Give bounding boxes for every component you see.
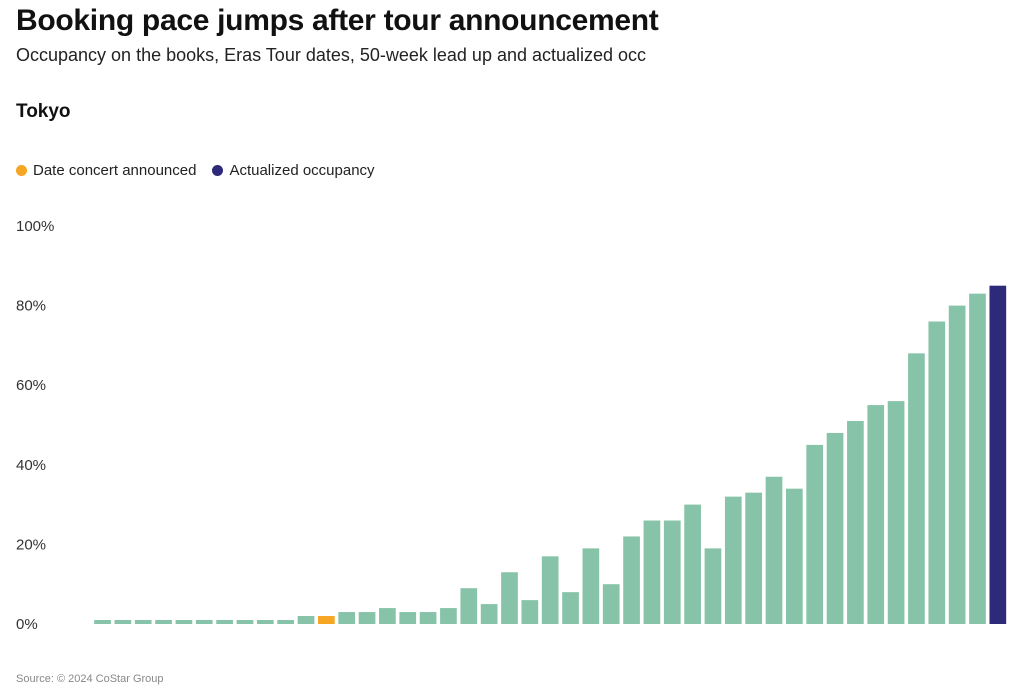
legend: Date concert announced Actualized occupa… <box>16 162 391 179</box>
bar <box>806 444 824 624</box>
bar <box>562 592 579 624</box>
bar <box>602 584 620 624</box>
legend-label-announced: Date concert announced <box>33 162 197 179</box>
bar <box>480 604 498 624</box>
bar <box>684 504 701 624</box>
bar <box>277 620 294 624</box>
bar <box>887 401 905 624</box>
panel-label: Tokyo <box>16 101 71 122</box>
y-tick-label: 60% <box>16 377 46 394</box>
bar <box>236 620 254 624</box>
bar <box>724 496 742 624</box>
bar <box>969 293 986 624</box>
y-tick-label: 40% <box>16 457 46 474</box>
bar <box>541 556 559 624</box>
bar <box>501 572 518 624</box>
bar <box>704 548 722 624</box>
bar <box>928 321 946 624</box>
bar <box>582 548 600 624</box>
legend-label-actual: Actualized occupancy <box>229 162 375 179</box>
bar <box>379 608 396 624</box>
y-tick-label: 20% <box>16 536 46 553</box>
bar <box>419 612 437 624</box>
source-note: Source: © 2024 CoStar Group <box>16 673 164 685</box>
bar <box>155 620 172 624</box>
bar <box>195 620 213 624</box>
bar <box>399 612 417 624</box>
bar <box>440 608 457 624</box>
bar <box>745 492 762 624</box>
bar <box>786 488 803 624</box>
bar <box>643 520 661 624</box>
bar <box>623 536 640 624</box>
bar <box>216 620 233 624</box>
bar <box>338 612 356 624</box>
bar <box>908 353 925 624</box>
legend-item-announced: Date concert announced <box>16 162 196 179</box>
chart-subtitle: Occupancy on the books, Eras Tour dates,… <box>16 45 647 65</box>
y-tick-label: 80% <box>16 298 46 315</box>
bar <box>847 421 864 624</box>
bar <box>297 616 315 624</box>
bar <box>114 620 132 624</box>
bar <box>94 620 111 624</box>
bar <box>134 620 152 624</box>
y-tick-label: 100% <box>16 218 54 235</box>
bar <box>826 432 844 624</box>
bar <box>460 588 478 624</box>
bar <box>358 612 376 624</box>
legend-swatch-announced <box>16 165 27 176</box>
bar <box>521 600 539 624</box>
y-tick-label: 0% <box>16 616 38 633</box>
bar-announced <box>318 616 335 624</box>
bar <box>765 476 783 624</box>
bar <box>948 305 966 624</box>
chart-title: Booking pace jumps after tour announceme… <box>16 4 659 37</box>
bar <box>663 520 681 624</box>
bar <box>256 620 274 624</box>
bar <box>175 620 193 624</box>
bar <box>867 405 885 624</box>
legend-swatch-actual <box>212 165 224 176</box>
legend-item-actual: Actualized occupancy <box>212 162 375 179</box>
bar-actualized <box>989 285 1007 624</box>
